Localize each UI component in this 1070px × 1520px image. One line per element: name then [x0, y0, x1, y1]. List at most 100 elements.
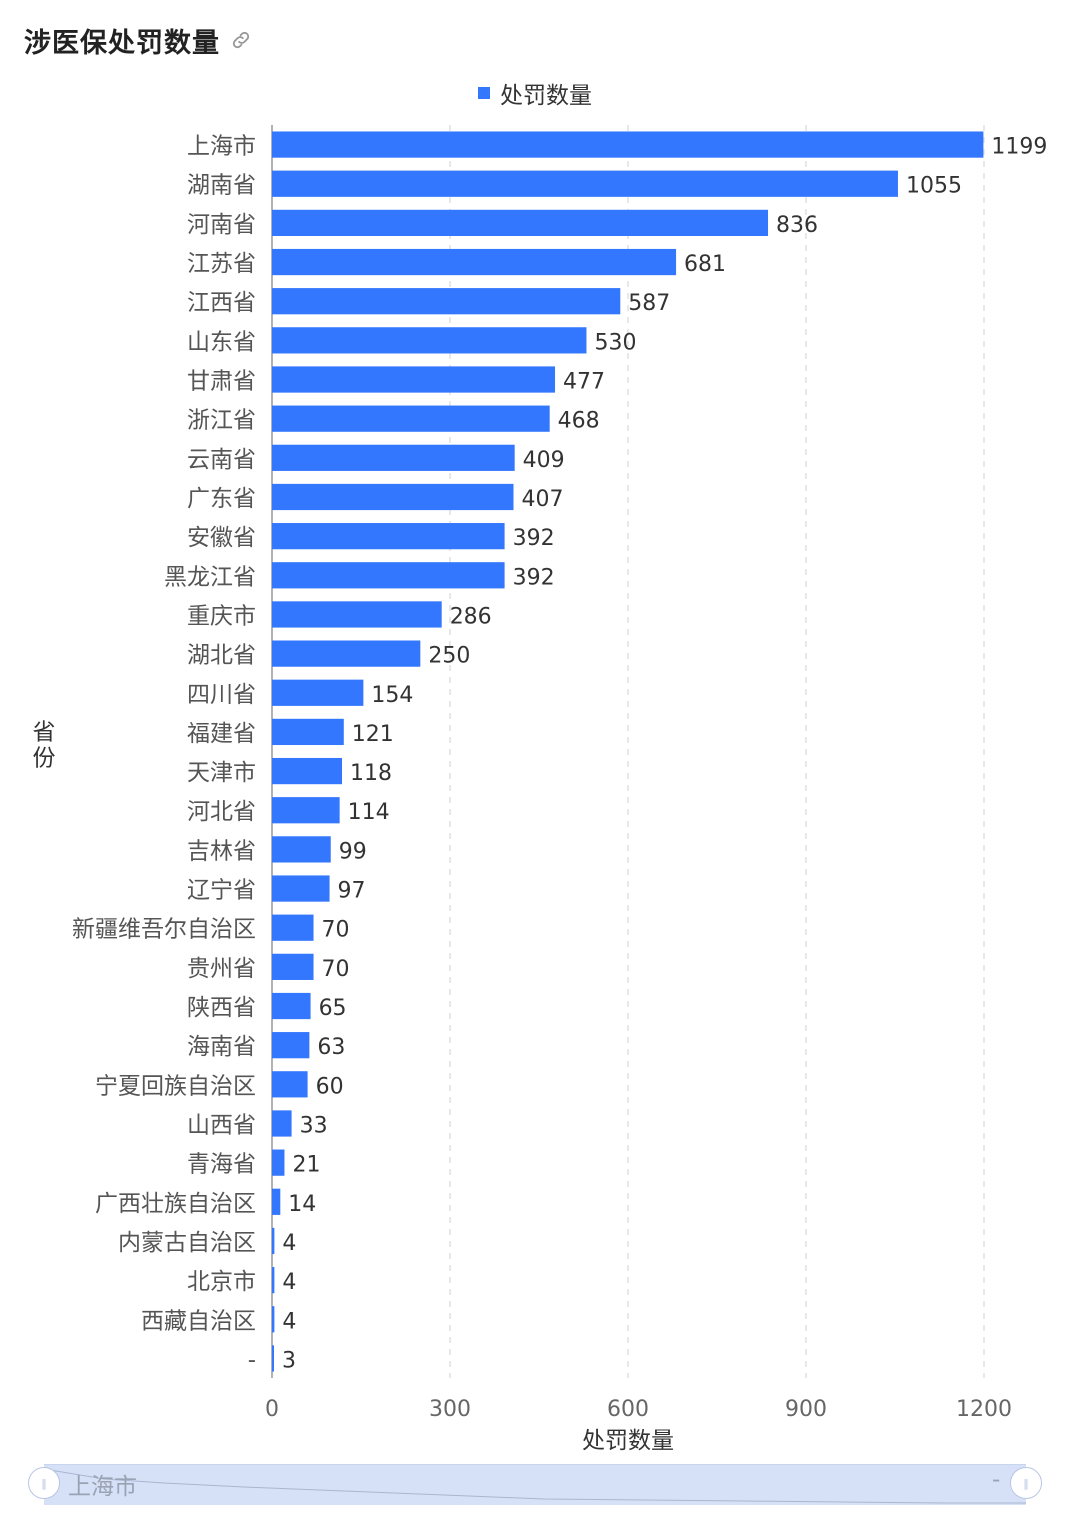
bar[interactable] [272, 640, 421, 667]
bar[interactable] [272, 797, 340, 824]
data-label: 63 [317, 1035, 345, 1060]
bar[interactable] [272, 483, 514, 511]
data-label: 587 [628, 291, 670, 316]
y-tick-label: 新疆维吾尔自治区 [72, 917, 256, 943]
slider-handle-left[interactable]: ‖ [28, 1467, 60, 1499]
x-tick-label: 900 [785, 1397, 827, 1422]
y-tick-label: 北京市 [187, 1269, 256, 1295]
x-tick-label: 1200 [956, 1397, 1012, 1422]
zoom-slider-track[interactable] [44, 1464, 1026, 1505]
bar[interactable] [272, 1071, 308, 1098]
data-label: 97 [338, 879, 366, 904]
bar[interactable] [272, 914, 314, 941]
bar[interactable] [272, 953, 314, 980]
bar[interactable] [272, 1345, 274, 1372]
bar[interactable] [272, 288, 621, 315]
y-tick-label: 宁夏回族自治区 [95, 1073, 256, 1099]
data-label: 60 [316, 1074, 344, 1099]
grip-icon: ‖ [41, 1476, 47, 1490]
bar[interactable] [272, 1110, 292, 1137]
y-tick-label: 海南省 [187, 1034, 256, 1060]
data-label: 4 [282, 1270, 296, 1295]
data-label: 1199 [991, 135, 1047, 160]
bar[interactable] [272, 601, 442, 628]
y-tick-label: 江苏省 [187, 251, 256, 277]
data-label: 65 [319, 996, 347, 1021]
bar[interactable] [272, 366, 556, 393]
y-tick-label: 四川省 [187, 682, 256, 708]
bar[interactable] [272, 1032, 310, 1059]
data-label: 1055 [906, 174, 962, 199]
data-label: 407 [521, 487, 563, 512]
data-label: 154 [371, 683, 413, 708]
bar[interactable] [272, 562, 505, 589]
y-tick-label: 湖北省 [187, 643, 256, 669]
data-label: 530 [594, 330, 636, 355]
y-axis-title: 省份 [33, 720, 56, 772]
slider-end-label: - [992, 1467, 1001, 1493]
bar[interactable] [272, 327, 587, 354]
legend-label: 处罚数量 [500, 83, 592, 109]
x-tick-label: 300 [429, 1397, 471, 1422]
bar[interactable] [272, 679, 364, 706]
data-label: 409 [523, 448, 565, 473]
link-icon[interactable] [230, 29, 252, 51]
y-tick-label: 江西省 [187, 290, 256, 316]
bar[interactable] [272, 131, 984, 158]
data-label: 3 [282, 1348, 296, 1373]
bar[interactable] [272, 444, 515, 471]
bar[interactable] [272, 875, 330, 902]
slider-start-label: 上海市 [68, 1474, 137, 1500]
bar[interactable] [272, 209, 769, 237]
data-label: 70 [322, 918, 350, 943]
bar[interactable] [272, 1266, 275, 1294]
bar[interactable] [272, 1149, 285, 1176]
data-label: 468 [558, 409, 600, 434]
y-tick-label: 甘肃省 [187, 369, 256, 395]
data-label: 121 [352, 722, 394, 747]
y-tick-label: 上海市 [187, 134, 256, 160]
bar[interactable] [272, 1306, 275, 1333]
data-label: 14 [288, 1192, 316, 1217]
chart-title: 涉医保处罚数量 [24, 27, 220, 59]
y-tick-label: 安徽省 [187, 525, 256, 551]
data-label: 114 [348, 800, 390, 825]
data-label: 392 [513, 565, 555, 590]
title-row: 涉医保处罚数量 [24, 20, 252, 60]
y-tick-label: 吉林省 [187, 838, 256, 864]
y-tick-label: 贵州省 [187, 956, 256, 982]
bar[interactable] [272, 523, 505, 550]
data-label: 392 [513, 526, 555, 551]
bar[interactable] [272, 757, 343, 785]
x-tick-label: 600 [607, 1397, 649, 1422]
y-tick-label: 云南省 [187, 447, 256, 473]
data-label: 4 [282, 1309, 296, 1334]
bar[interactable] [272, 992, 311, 1020]
bar[interactable] [272, 718, 344, 746]
y-tick-label: 内蒙古自治区 [118, 1230, 256, 1256]
data-label: 4 [282, 1231, 296, 1256]
bar[interactable] [272, 1227, 275, 1255]
slider-preview [44, 1468, 1026, 1504]
data-label: 70 [322, 957, 350, 982]
y-tick-label: 福建省 [187, 721, 256, 747]
data-label: 33 [300, 1113, 328, 1138]
bar[interactable] [272, 836, 331, 863]
y-tick-label: 河南省 [187, 212, 256, 238]
y-tick-label: 广东省 [187, 486, 256, 512]
slider-handle-right[interactable]: ‖ [1010, 1467, 1042, 1499]
bar[interactable] [272, 1188, 281, 1215]
y-tick-label: 广西壮族自治区 [95, 1191, 256, 1217]
data-label: 477 [563, 370, 605, 395]
y-tick-label: 重庆市 [187, 603, 256, 629]
y-tick-label: 山西省 [187, 1112, 256, 1138]
legend-swatch [478, 87, 490, 99]
bar[interactable] [272, 405, 550, 432]
data-label: 99 [339, 839, 367, 864]
bar[interactable] [272, 248, 677, 276]
y-tick-label: 陕西省 [187, 995, 256, 1021]
legend[interactable]: 处罚数量 [0, 76, 1070, 110]
bar[interactable] [272, 170, 898, 197]
data-label: 681 [684, 252, 726, 277]
y-tick-label: 湖南省 [187, 173, 256, 199]
